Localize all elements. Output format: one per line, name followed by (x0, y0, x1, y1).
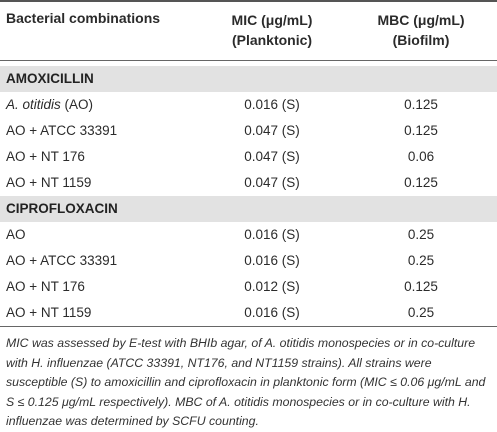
row-mbc: 0.25 (407, 305, 435, 320)
header-mbc-sub: (Biofilm) (392, 32, 450, 48)
row-mic: 0.016 (S) (244, 305, 300, 320)
row-mic: 0.016 (S) (244, 253, 300, 268)
table-row: AO + NT 1159 0.016 (S) 0.25 (0, 300, 497, 326)
table-row: AO + NT 176 0.012 (S) 0.125 (0, 274, 497, 300)
table-row: A. otitidis (AO) 0.016 (S) 0.125 (0, 92, 497, 118)
row-mic: 0.012 (S) (244, 279, 300, 294)
section-ciprofloxacin: CIPROFLOXACIN (0, 196, 497, 222)
row-mic: 0.047 (S) (244, 123, 300, 138)
table-bottom-rule (0, 326, 497, 327)
header-mbc: MBC (μg/mL) (Biofilm) (347, 10, 495, 50)
row-mbc: 0.125 (404, 279, 438, 294)
table-row: AO + ATCC 33391 0.047 (S) 0.125 (0, 118, 497, 144)
row-combination: AO (6, 227, 26, 242)
header-rule (0, 60, 497, 61)
table-row: AO 0.016 (S) 0.25 (0, 222, 497, 248)
table-row: AO + NT 1159 0.047 (S) 0.125 (0, 170, 497, 196)
table-row: AO + ATCC 33391 0.016 (S) 0.25 (0, 248, 497, 274)
row-combination: AO + NT 1159 (6, 305, 92, 320)
row-mic: 0.016 (S) (244, 97, 300, 112)
row-combination: AO + ATCC 33391 (6, 253, 118, 268)
header-mic-sub: (Planktonic) (231, 32, 313, 48)
table-row: AO + NT 176 0.047 (S) 0.06 (0, 144, 497, 170)
row-mbc: 0.25 (407, 227, 435, 242)
section-title: CIPROFLOXACIN (6, 201, 118, 216)
row-combination: AO + NT 176 (6, 149, 85, 164)
header-mic: MIC (μg/mL) (Planktonic) (197, 10, 347, 50)
row-mic: 0.016 (S) (244, 227, 300, 242)
row-combination-italic: A. otitidis (6, 97, 61, 112)
row-mbc: 0.125 (404, 97, 438, 112)
header-bacterial-combinations: Bacterial combinations (6, 10, 161, 26)
row-combination: AO + ATCC 33391 (6, 123, 118, 138)
table-footnote: MIC was assessed by E-test with BHIb aga… (6, 336, 486, 428)
table-header: Bacterial combinations MIC (μg/mL) (Plan… (0, 0, 497, 58)
row-mic: 0.047 (S) (244, 149, 300, 164)
row-combination-text: (AO) (60, 97, 94, 112)
results-table: Bacterial combinations MIC (μg/mL) (Plan… (0, 0, 497, 327)
row-mbc: 0.125 (404, 175, 438, 190)
row-mbc: 0.25 (407, 253, 435, 268)
row-mbc: 0.125 (404, 123, 438, 138)
row-combination: AO + NT 1159 (6, 175, 92, 190)
row-mbc: 0.06 (407, 149, 435, 164)
row-mic: 0.047 (S) (244, 175, 300, 190)
header-mic-label: MIC (μg/mL) (231, 12, 313, 28)
row-combination: AO + NT 176 (6, 279, 85, 294)
header-mbc-label: MBC (μg/mL) (377, 12, 465, 28)
row-combination: A. otitidis (AO) (6, 97, 93, 112)
table-top-rule (0, 0, 497, 2)
section-amoxicillin: AMOXICILLIN (0, 66, 497, 92)
section-title: AMOXICILLIN (6, 71, 94, 86)
